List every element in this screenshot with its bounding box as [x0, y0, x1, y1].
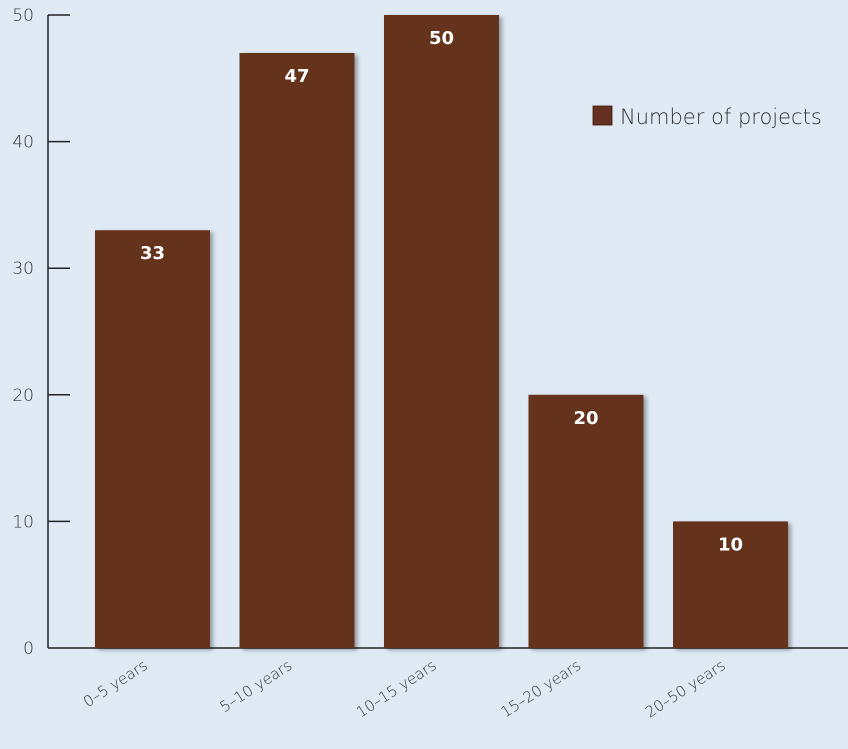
- bar-value-label: 50: [429, 28, 454, 49]
- bar-value-label: 47: [284, 66, 309, 87]
- x-tick-label: 0–5 years: [80, 656, 151, 711]
- bar: [384, 15, 499, 648]
- bar: [528, 394, 644, 648]
- x-tick-label: 15–20 years: [497, 656, 584, 721]
- y-tick-label: 50: [12, 6, 34, 26]
- bar-value-label: 33: [140, 243, 165, 264]
- bar: [239, 52, 355, 649]
- y-tick-label: 30: [12, 259, 34, 279]
- x-tick-label: 5–10 years: [216, 656, 295, 716]
- y-tick-label: 40: [12, 133, 34, 153]
- x-tick-label: 10–15 years: [353, 656, 440, 721]
- bar: [673, 521, 788, 648]
- y-tick-label: 10: [12, 512, 34, 532]
- y-tick-label: 20: [12, 386, 34, 406]
- legend-label: Number of projects: [620, 105, 822, 129]
- bar-value-label: 20: [573, 408, 598, 429]
- bar: [95, 230, 210, 648]
- y-tick-label: 0: [23, 639, 34, 659]
- bars: [95, 15, 788, 649]
- legend-swatch: [592, 105, 613, 126]
- x-tick-label: 20–50 years: [642, 656, 729, 721]
- bar-value-label: 10: [718, 534, 743, 555]
- legend: Number of projects: [592, 105, 822, 129]
